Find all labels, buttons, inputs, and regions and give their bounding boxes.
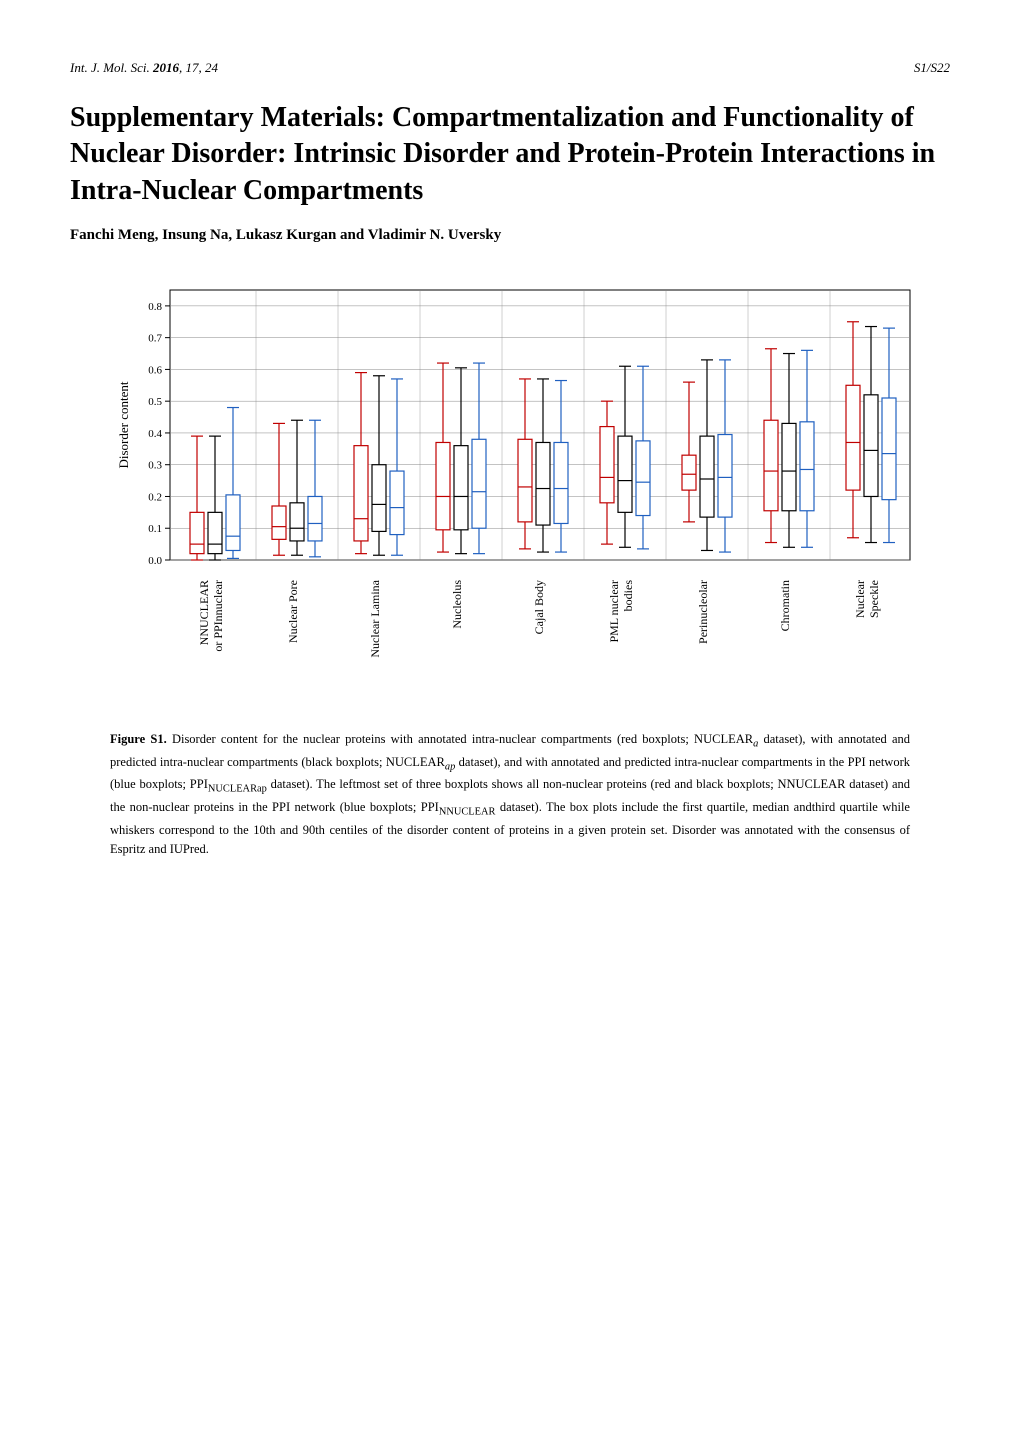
svg-text:bodies: bodies bbox=[621, 580, 635, 612]
svg-text:NNUCLEAR: NNUCLEAR bbox=[197, 580, 211, 645]
svg-text:0.8: 0.8 bbox=[148, 301, 162, 313]
journal-article: 24 bbox=[205, 60, 218, 75]
svg-text:0.2: 0.2 bbox=[148, 492, 162, 504]
svg-text:0.0: 0.0 bbox=[148, 555, 162, 567]
svg-text:0.1: 0.1 bbox=[148, 523, 162, 535]
svg-text:Disorder content: Disorder content bbox=[116, 381, 131, 468]
svg-text:Nuclear: Nuclear bbox=[853, 580, 867, 618]
cap-sub2: NUCLEARap bbox=[208, 784, 267, 795]
journal-year: 2016 bbox=[153, 60, 179, 75]
svg-text:Speckle: Speckle bbox=[867, 580, 881, 618]
svg-text:0.7: 0.7 bbox=[148, 333, 162, 345]
svg-text:Nuclear Lamina: Nuclear Lamina bbox=[368, 579, 382, 657]
page-number: S1/S22 bbox=[914, 60, 950, 76]
journal-ref: Int. J. Mol. Sci. 2016, 17, 24 bbox=[70, 60, 218, 76]
svg-text:PML nuclear: PML nuclear bbox=[607, 580, 621, 643]
cap-p0: Disorder content for the nuclear protein… bbox=[167, 732, 753, 746]
svg-text:0.3: 0.3 bbox=[148, 460, 162, 472]
svg-text:Nucleolus: Nucleolus bbox=[450, 580, 464, 629]
figure-caption: Figure S1. Disorder content for the nucl… bbox=[110, 730, 910, 859]
svg-text:0.6: 0.6 bbox=[148, 365, 162, 377]
svg-text:0.4: 0.4 bbox=[148, 428, 162, 440]
cap-sub1: ap bbox=[445, 761, 455, 772]
figure-label: Figure S1. bbox=[110, 732, 167, 746]
svg-text:Nuclear Pore: Nuclear Pore bbox=[286, 580, 300, 643]
svg-text:0.5: 0.5 bbox=[148, 396, 162, 408]
journal-name: Int. J. Mol. Sci. bbox=[70, 60, 150, 75]
authors: Fanchi Meng, Insung Na, Lukasz Kurgan an… bbox=[70, 227, 950, 244]
svg-text:or PPInnuclear: or PPInnuclear bbox=[211, 580, 225, 652]
running-header: Int. J. Mol. Sci. 2016, 17, 24 S1/S22 bbox=[70, 60, 950, 76]
journal-vol: 17 bbox=[186, 60, 199, 75]
svg-text:Chromatin: Chromatin bbox=[778, 580, 792, 631]
boxplot-svg: 0.0 0.1 0.2 0.3 0.4 0.5 0.6 0.7 0.8 Disorder cont… bbox=[100, 280, 920, 710]
svg-text:Perinucleolar: Perinucleolar bbox=[696, 580, 710, 644]
svg-text:Cajal Body: Cajal Body bbox=[532, 580, 546, 634]
cap-sub3: NNUCLEAR bbox=[439, 807, 496, 818]
page-title: Supplementary Materials: Compartmentaliz… bbox=[70, 100, 950, 209]
figure-s1-chart: 0.0 0.1 0.2 0.3 0.4 0.5 0.6 0.7 0.8 Disorder cont… bbox=[100, 280, 920, 710]
